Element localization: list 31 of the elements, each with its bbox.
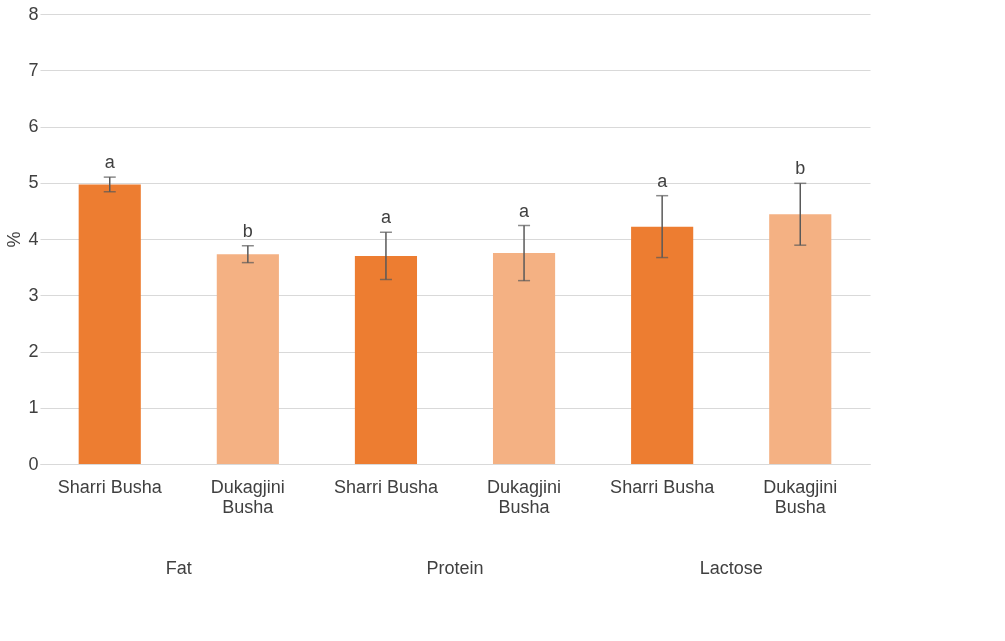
data-label: a (380, 207, 392, 228)
text: Protein (426, 558, 484, 578)
x-tick-label: Sharri Busha (333, 476, 439, 497)
y-tick-label: 4 (28, 228, 39, 249)
bar (769, 214, 832, 464)
y-tick-label: 6 (28, 116, 39, 136)
text: Fat (165, 558, 192, 578)
y-tick-label: 8 (28, 3, 39, 24)
bar (354, 255, 418, 464)
bar (492, 253, 556, 464)
y-tick-label: 2 (28, 341, 39, 361)
bar (631, 226, 694, 464)
x-tick-label: Dukagjini Busha (210, 476, 285, 517)
data-label: a (519, 200, 531, 221)
y-tick-label: 1 (28, 397, 39, 418)
data-label: a (657, 170, 669, 191)
bar (78, 184, 141, 464)
data-label: b (242, 220, 253, 241)
bar (216, 254, 279, 464)
y-tick-label: 0 (28, 453, 39, 474)
x-tick-label: Sharri Busha (610, 476, 716, 497)
data-label: a (104, 152, 116, 173)
y-tick-label: 7 (28, 59, 39, 80)
data-label: b (795, 158, 806, 179)
y-tick-label: 3 (28, 284, 39, 305)
x-tick-label: Dukagjini Busha (487, 476, 562, 517)
text: Lactose (699, 558, 763, 578)
x-tick-label: Dukagjini Busha (763, 476, 838, 517)
y-axis-title: % (4, 231, 25, 248)
x-tick-label: Sharri Busha (57, 476, 163, 497)
y-tick-label: 5 (28, 172, 39, 193)
